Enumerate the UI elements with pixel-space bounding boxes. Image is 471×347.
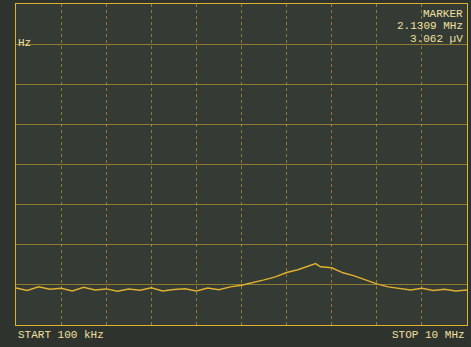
svg-text:3.062 µV: 3.062 µV	[410, 33, 463, 45]
svg-text:2.1309 MHz: 2.1309 MHz	[397, 20, 463, 32]
svg-text:MARKER: MARKER	[423, 8, 463, 20]
svg-text:Hz: Hz	[18, 37, 31, 49]
svg-text:STOP 10 MHz: STOP 10 MHz	[392, 329, 465, 341]
svg-text:START 100 kHz: START 100 kHz	[18, 329, 104, 341]
